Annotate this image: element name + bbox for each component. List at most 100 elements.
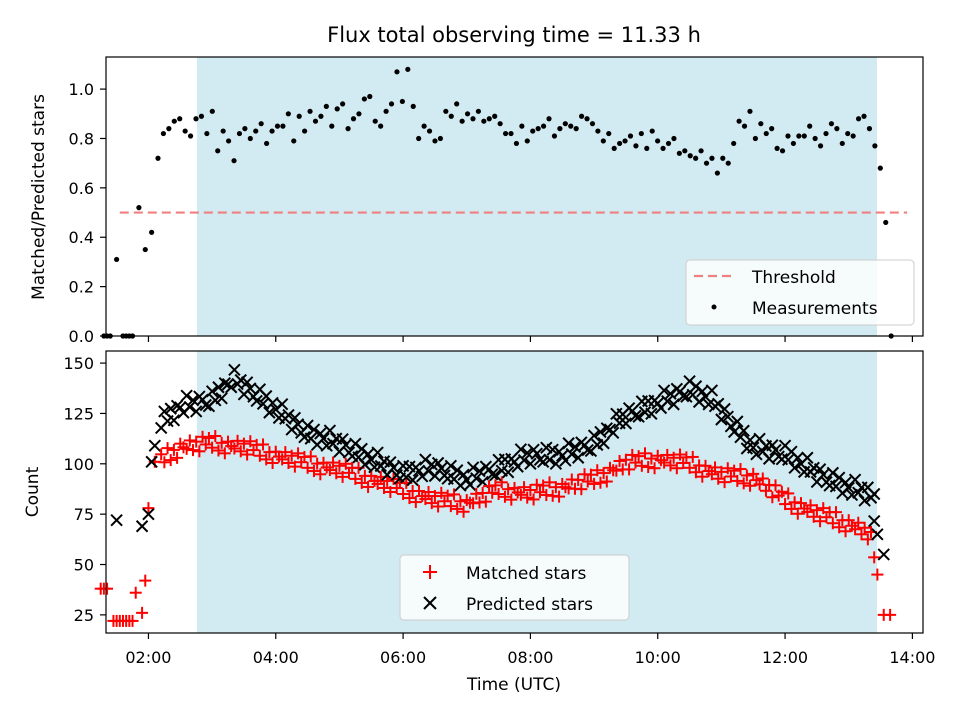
measurement-point bbox=[519, 123, 525, 129]
matched-star-marker bbox=[285, 449, 298, 462]
measurement-point bbox=[638, 130, 644, 137]
predicted-star-marker bbox=[718, 402, 731, 416]
measurement-point bbox=[291, 138, 297, 144]
matched-star-marker bbox=[623, 463, 636, 476]
measurement-point bbox=[633, 143, 639, 149]
matched-star-marker bbox=[212, 444, 225, 457]
bottom-legend: Matched stars Predicted stars bbox=[399, 554, 630, 621]
predicted-star-marker bbox=[562, 437, 575, 450]
matched-star-marker bbox=[164, 454, 177, 467]
matched-star-marker bbox=[489, 479, 502, 492]
measurement-point bbox=[231, 158, 237, 164]
measurement-point bbox=[459, 118, 465, 124]
measurement-point bbox=[622, 138, 628, 144]
predicted-star-marker bbox=[387, 461, 400, 474]
matched-star-marker bbox=[683, 461, 696, 474]
matched-star-marker bbox=[658, 456, 671, 469]
matched-star-marker bbox=[158, 456, 171, 469]
measurement-point bbox=[682, 148, 688, 154]
measurement-point bbox=[855, 116, 862, 122]
matched-star-marker bbox=[422, 486, 435, 498]
legend-predicted-swatch bbox=[423, 596, 437, 610]
measurement-point bbox=[432, 138, 438, 144]
matched-star-marker bbox=[721, 462, 734, 475]
matched-star-marker bbox=[183, 434, 196, 447]
measurement-point bbox=[198, 113, 205, 119]
measurement-point bbox=[731, 140, 737, 147]
predicted-star-marker bbox=[301, 419, 314, 432]
top-y-tick-label: 1.0 bbox=[69, 80, 94, 99]
predicted-star-marker bbox=[657, 384, 671, 397]
matched-star-marker bbox=[600, 475, 613, 488]
measurement-point bbox=[171, 118, 177, 124]
matched-star-marker bbox=[441, 489, 454, 502]
measurement-point bbox=[714, 170, 720, 176]
measurement-point bbox=[187, 133, 194, 139]
matched-star-marker bbox=[161, 442, 174, 455]
predicted-star-marker bbox=[724, 420, 738, 433]
matched-star-marker bbox=[747, 467, 760, 480]
matched-star-marker bbox=[849, 523, 862, 536]
predicted-star-marker bbox=[199, 398, 212, 412]
measurement-point bbox=[378, 123, 384, 129]
matched-star-marker bbox=[282, 456, 295, 469]
bottom-y-tick-label: 25 bbox=[74, 606, 94, 625]
matched-star-marker bbox=[619, 453, 632, 466]
predicted-star-marker bbox=[444, 459, 458, 473]
measurement-point bbox=[247, 135, 253, 142]
measurement-point bbox=[166, 126, 172, 132]
matched-star-marker bbox=[829, 506, 842, 519]
measurement-point bbox=[801, 133, 807, 139]
matched-star-marker bbox=[642, 461, 655, 474]
matched-star-marker bbox=[139, 574, 152, 587]
bottom-y-tick-label: 100 bbox=[63, 455, 94, 474]
matched-star-marker bbox=[575, 483, 588, 496]
predicted-star-marker bbox=[470, 472, 483, 485]
measurement-point bbox=[589, 121, 596, 127]
measurement-point bbox=[426, 128, 433, 134]
measurement-point bbox=[416, 135, 422, 142]
measurement-point bbox=[747, 108, 753, 114]
bottom-y-tick-label: 125 bbox=[63, 404, 94, 423]
bottom-x-ticks: 02:00 04:00 06:00 08:00 10:00 12:00 14:00 bbox=[125, 633, 935, 667]
top-y-tick-label: 0.0 bbox=[69, 327, 94, 346]
measurement-point bbox=[703, 160, 710, 166]
measurement-point bbox=[464, 111, 471, 117]
measurement-point bbox=[264, 140, 270, 147]
matched-star-marker bbox=[689, 466, 702, 479]
matched-star-marker bbox=[397, 488, 410, 501]
measurement-point bbox=[617, 140, 623, 147]
matched-star-marker bbox=[868, 551, 881, 564]
matched-star-marker bbox=[209, 430, 222, 443]
matched-star-marker bbox=[626, 448, 639, 461]
matched-star-marker bbox=[801, 505, 814, 518]
measurement-point bbox=[627, 133, 634, 139]
measurement-point bbox=[481, 118, 487, 124]
matched-star-marker bbox=[196, 430, 209, 443]
legend-predicted-label: Predicted stars bbox=[466, 595, 593, 615]
matched-star-marker bbox=[756, 472, 769, 485]
measurement-point bbox=[861, 113, 867, 119]
measurement-point bbox=[655, 138, 661, 144]
measurement-point bbox=[687, 153, 693, 159]
measurement-point bbox=[763, 130, 769, 137]
matched-star-marker bbox=[648, 462, 661, 475]
predicted-star-marker bbox=[486, 468, 499, 481]
matched-star-marker bbox=[218, 447, 231, 460]
predicted-star-marker bbox=[450, 464, 464, 477]
predicted-star-marker bbox=[288, 411, 302, 425]
bottom-y-ticks: 25 50 75 100 125 150 bbox=[63, 354, 106, 625]
matched-star-marker bbox=[451, 502, 464, 515]
matched-star-marker bbox=[744, 479, 757, 492]
measurement-point bbox=[741, 123, 748, 129]
measurement-point bbox=[736, 118, 742, 124]
matched-star-marker bbox=[228, 442, 241, 455]
measurement-point bbox=[361, 96, 367, 102]
measurement-point bbox=[573, 126, 579, 132]
predicted-star-marker bbox=[762, 452, 776, 465]
x-tick-label: 12:00 bbox=[762, 648, 808, 667]
measurement-point bbox=[606, 130, 612, 137]
measurement-point bbox=[676, 150, 682, 156]
predicted-star-marker bbox=[336, 433, 349, 446]
